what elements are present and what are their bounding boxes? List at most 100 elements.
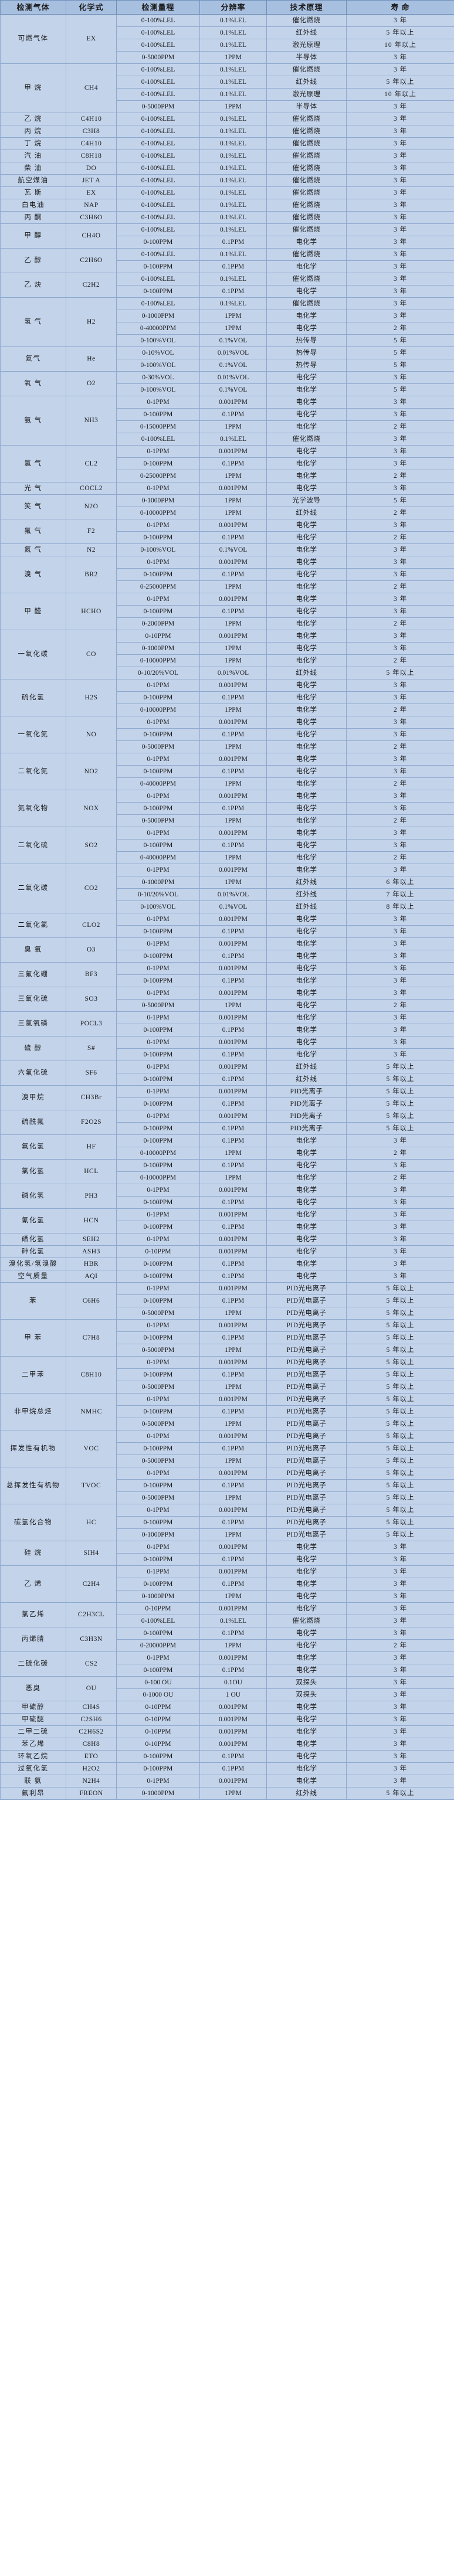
gas-name-cell: 氮 气 <box>0 543 66 556</box>
table-row: 氟 气 F2 0-1PPM 0.001PPM 电化学 3 年 <box>0 519 454 544</box>
cell-tech: 电化学 <box>266 322 347 335</box>
cell-tech: 催化燃烧 <box>266 125 347 138</box>
cell-tech: 电化学 <box>266 383 347 396</box>
cell-tech: 电化学 <box>266 1775 347 1787</box>
cell-tech: 电化学 <box>266 1270 347 1283</box>
cell-tech: 电化学 <box>266 1639 347 1652</box>
gas-name-cell: 乙 烷 <box>0 113 66 125</box>
table-row: 0-40000PPM 1PPM 电化学 2 年 <box>1 851 454 864</box>
chemical-formula-cell: C6H6 <box>66 1282 117 1320</box>
cell-res: 0.001PPM <box>199 445 267 458</box>
cell-range: 0-100%LEL <box>116 248 200 261</box>
cell-tech: 催化燃烧 <box>266 199 347 212</box>
table-row: 氮氧化物 NOX 0-1PPM 0.001PPM 电化学 3 年 <box>0 790 454 827</box>
gas-spec-sheet: 检测气体 化学式 检测量程 分辨率 技术原理寿 命 可燃气体 EX 0-100%LEL 0.1… <box>0 0 454 1800</box>
table-row: 0-10000PPM 1PPM 电化学 2 年 <box>1 704 454 716</box>
gas-name-cell: 碳氢化合物 <box>0 1504 66 1541</box>
cell-life: 3 年 <box>346 790 454 803</box>
table-row: 0-100PPM 0.1PPM PID光电离子 5 年以上 <box>1 1516 454 1529</box>
cell-life: 5 年以上 <box>346 1516 454 1529</box>
table-row: 0-40000PPM 1PPM 电化学 2 年 <box>1 322 454 335</box>
cell-res: 0.1%LEL <box>199 211 267 224</box>
cell-range: 0-100PPM <box>116 1097 200 1110</box>
cell-life: 3 年 <box>346 236 454 249</box>
gas-name-cell: 乙 醇 <box>0 248 66 273</box>
cell-range: 0-1PPM <box>116 913 200 926</box>
cell-res: 0.001PPM <box>199 1233 267 1246</box>
cell-tech: 电化学 <box>266 962 347 975</box>
chemical-formula-cell: C4H10 <box>66 137 117 150</box>
chemical-formula-cell: C3H3N <box>66 1627 117 1652</box>
cell-res: 1PPM <box>199 1787 267 1800</box>
cell-res: 0.1PPM <box>199 925 267 938</box>
cell-life: 3 年 <box>346 1762 454 1775</box>
cell-res: 0.1PPM <box>199 1134 267 1147</box>
cell-res: 0.001PPM <box>199 1184 267 1197</box>
table-row: 瓦 斯 EX 0-100%LEL 0.1%LEL 催化燃烧 3 年 <box>0 186 454 199</box>
chemical-formula-cell: BF3 <box>66 962 117 987</box>
cell-range: 0-1PPM <box>116 864 200 876</box>
cell-res: 0.001PPM <box>199 1651 267 1664</box>
cell-life: 3 年 <box>346 987 454 1000</box>
cell-tech: 电化学 <box>266 482 347 495</box>
cell-tech: PID光电离子 <box>266 1356 347 1369</box>
table-row: 汽 油 C8H18 0-100%LEL 0.1%LEL 催化燃烧 3 年 <box>0 149 454 162</box>
table-row: 六氟化硫 SF6 0-1PPM 0.001PPM 红外线 5 年以上 <box>0 1061 454 1086</box>
cell-res: 0.1%LEL <box>199 125 267 138</box>
cell-life: 3 年 <box>346 1208 454 1221</box>
cell-range: 0-1PPM <box>116 396 200 409</box>
cell-life: 5 年以上 <box>346 1097 454 1110</box>
cell-res: 0.1PPM <box>199 605 267 618</box>
cell-tech: 电化学 <box>266 1762 347 1775</box>
cell-tech: PID光电离子 <box>266 1393 347 1406</box>
table-row: 氦气 He 0-10%VOL 0.01%VOL 热传导 5 年 <box>0 346 454 372</box>
gas-name-cell: 一氧化氮 <box>0 716 66 753</box>
cell-res: 1PPM <box>199 1381 267 1394</box>
cell-range: 0-1PPM <box>116 1541 200 1554</box>
table-row: 0-100PPM 0.1PPM PID光电离子 5 年以上 <box>1 1294 454 1307</box>
cell-res: 0.001PPM <box>199 1011 267 1024</box>
chemical-formula-cell: ASH3 <box>66 1245 117 1258</box>
cell-tech: 催化燃烧 <box>266 113 347 125</box>
cell-tech: PID光电离子 <box>266 1381 347 1394</box>
cell-range: 0-100%LEL <box>116 26 200 39</box>
cell-res: 0.1PPM <box>199 1664 267 1677</box>
cell-life: 3 年 <box>346 630 454 643</box>
cell-life: 3 年 <box>346 839 454 852</box>
cell-tech: 催化燃烧 <box>266 14 347 27</box>
cell-life: 3 年 <box>346 100 454 113</box>
chemical-formula-cell: ETO <box>66 1750 117 1763</box>
cell-range: 0-100PPM <box>116 1221 200 1233</box>
chemical-formula-cell: C8H8 <box>66 1738 117 1751</box>
cell-range: 0-1PPM <box>116 1504 200 1517</box>
table-row: 0-100PPM 0.1PPM 电化学 3 年 <box>1 950 454 963</box>
cell-range: 0-1000PPM <box>116 310 200 322</box>
cell-res: 0.1PPM <box>199 765 267 778</box>
cell-tech: 电化学 <box>266 260 347 273</box>
table-row: 0-10000PPM 1PPM 电化学 2 年 <box>1 1171 454 1184</box>
cell-range: 0-100%LEL <box>116 113 200 125</box>
cell-tech: PID光电离子 <box>266 1344 347 1357</box>
table-row: 丙 烷 C3H8 0-100%LEL 0.1%LEL 催化燃烧 3 年 <box>0 125 454 138</box>
table-row: 0-100PPM 0.1PPM 电化学 3 年 <box>1 1221 454 1233</box>
cell-range: 0-5000PPM <box>116 51 200 64</box>
cell-res: 0.1PPM <box>199 974 267 987</box>
cell-life: 3 年 <box>346 1024 454 1036</box>
cell-tech: 热传导 <box>266 346 347 359</box>
cell-range: 0-100PPM <box>116 1750 200 1763</box>
table-row: 甲硫醇 CH4S 0-10PPM 0.001PPM 电化学 3 年 <box>0 1701 454 1714</box>
cell-tech: PID光电离子 <box>266 1331 347 1344</box>
gas-name-cell: 乙 炔 <box>0 273 66 298</box>
cell-res: 0.1%LEL <box>199 273 267 286</box>
cell-range: 0-1PPM <box>116 1036 200 1049</box>
table-row: 0-100PPM 0.1PPM 红外线 5 年以上 <box>1 1073 454 1086</box>
cell-tech: 电化学 <box>266 765 347 778</box>
cell-life: 3 年 <box>346 396 454 409</box>
table-row: 苯乙烯 C8H8 0-10PPM 0.001PPM 电化学 3 年 <box>0 1738 454 1751</box>
cell-res: 0.1PPM <box>199 1368 267 1381</box>
cell-range: 0-100PPM <box>116 1294 200 1307</box>
cell-range: 0-100%LEL <box>116 1615 200 1627</box>
gas-name-cell: 硅 烷 <box>0 1541 66 1566</box>
cell-range: 0-1PPM <box>116 519 200 532</box>
table-row: 氢 气 H2 0-100%LEL 0.1%LEL 催化燃烧 3 年 <box>0 297 454 347</box>
